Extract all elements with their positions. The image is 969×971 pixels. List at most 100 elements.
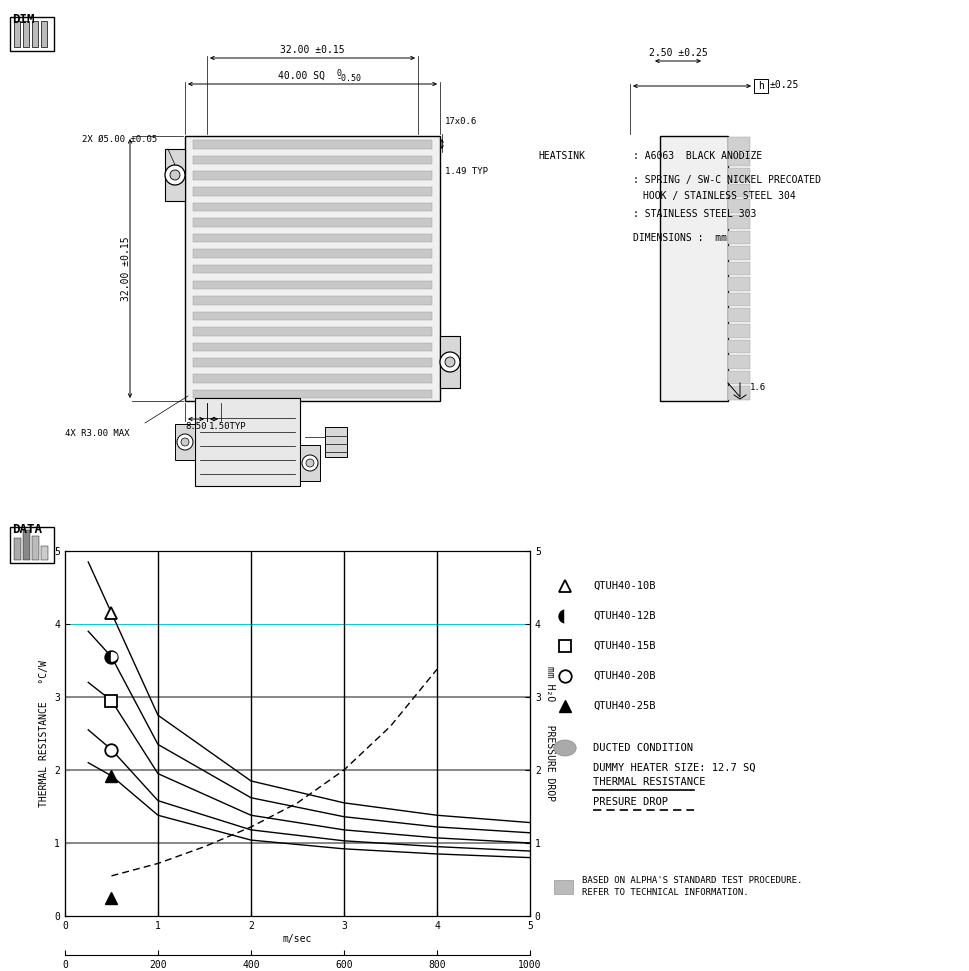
Text: 17x0.6: 17x0.6	[445, 117, 477, 126]
Bar	[23, 21, 29, 47]
Circle shape	[440, 352, 459, 372]
Bar	[728, 340, 749, 353]
Circle shape	[445, 357, 454, 367]
Bar	[325, 427, 347, 457]
Bar	[193, 218, 431, 226]
Text: -0.50: -0.50	[336, 74, 361, 83]
Bar	[193, 265, 431, 274]
Text: QTUH40-15B: QTUH40-15B	[592, 641, 655, 651]
Text: QTUH40-25B: QTUH40-25B	[592, 701, 655, 711]
Bar	[193, 281, 431, 289]
Bar	[728, 278, 749, 291]
Bar	[193, 327, 431, 336]
Bar	[195, 398, 299, 486]
Text: : SPRING / SW-C NICKEL PRECOATED: : SPRING / SW-C NICKEL PRECOATED	[633, 175, 820, 185]
Text: 4X R3.00 MAX: 4X R3.00 MAX	[65, 429, 130, 438]
Text: DUCTED CONDITION: DUCTED CONDITION	[592, 743, 692, 753]
Polygon shape	[564, 609, 575, 623]
Circle shape	[165, 165, 185, 185]
Y-axis label: mm H₂O    PRESSURE DROP: mm H₂O PRESSURE DROP	[544, 666, 554, 801]
Bar	[728, 309, 749, 322]
Bar	[553, 880, 573, 894]
Text: DIM: DIM	[12, 13, 35, 26]
Bar	[193, 358, 431, 367]
Bar	[193, 250, 431, 258]
Text: 1.49 TYP: 1.49 TYP	[445, 166, 487, 176]
Bar	[14, 538, 21, 560]
Text: DIMENSIONS :  mm: DIMENSIONS : mm	[633, 233, 726, 243]
Y-axis label: THERMAL RESISTANCE   °C/W: THERMAL RESISTANCE °C/W	[39, 660, 48, 807]
Bar	[193, 172, 431, 180]
Bar	[728, 371, 749, 385]
Circle shape	[176, 434, 193, 450]
Bar	[32, 21, 38, 47]
Text: 1.50TYP: 1.50TYP	[209, 422, 246, 431]
Text: QTUH40-20B: QTUH40-20B	[592, 671, 655, 681]
Text: 0: 0	[336, 69, 342, 78]
Bar	[659, 136, 728, 401]
Text: QTUH40-12B: QTUH40-12B	[592, 611, 655, 621]
Bar	[728, 137, 749, 151]
Text: 1.6: 1.6	[749, 383, 766, 391]
Bar	[14, 21, 20, 47]
Bar	[23, 530, 30, 560]
Bar	[193, 389, 431, 398]
Bar	[193, 296, 431, 305]
Text: 8.50: 8.50	[185, 422, 206, 431]
Bar	[174, 424, 195, 460]
Bar	[728, 293, 749, 307]
Polygon shape	[111, 653, 117, 661]
Bar	[728, 262, 749, 276]
Text: THERMAL RESISTANCE: THERMAL RESISTANCE	[592, 777, 704, 787]
Bar	[728, 215, 749, 228]
Text: PRESURE DROP: PRESURE DROP	[592, 797, 668, 807]
Bar	[728, 152, 749, 166]
Bar	[299, 445, 320, 481]
Bar	[193, 374, 431, 383]
Bar	[193, 234, 431, 243]
Circle shape	[553, 740, 576, 756]
Bar	[41, 546, 47, 560]
Bar	[193, 187, 431, 195]
Text: REFER TO TECHNICAL INFORMATION.: REFER TO TECHNICAL INFORMATION.	[581, 887, 748, 896]
Bar	[728, 386, 749, 400]
Text: 2.50 ±0.25: 2.50 ±0.25	[648, 48, 706, 58]
Text: BASED ON ALPHA'S STANDARD TEST PROCEDURE.: BASED ON ALPHA'S STANDARD TEST PROCEDURE…	[581, 876, 801, 885]
Text: ±0.25: ±0.25	[769, 80, 798, 90]
Bar	[10, 17, 54, 51]
Bar	[32, 536, 39, 560]
Bar	[728, 324, 749, 338]
Text: h: h	[758, 81, 764, 91]
Text: DUMMY HEATER SIZE: 12.7 SQ: DUMMY HEATER SIZE: 12.7 SQ	[592, 763, 755, 773]
Bar	[41, 21, 47, 47]
Text: HOOK / STAINLESS STEEL 304: HOOK / STAINLESS STEEL 304	[642, 191, 795, 201]
Circle shape	[301, 455, 318, 471]
Text: QTUH40-10B: QTUH40-10B	[592, 581, 655, 591]
Bar	[728, 184, 749, 197]
Bar	[753, 79, 767, 93]
Bar	[728, 246, 749, 259]
Text: : A6063  BLACK ANODIZE: : A6063 BLACK ANODIZE	[633, 151, 762, 161]
Bar	[193, 343, 431, 352]
Circle shape	[170, 170, 180, 180]
Circle shape	[181, 438, 189, 446]
Bar	[440, 336, 459, 388]
Bar	[193, 312, 431, 320]
X-axis label: m/sec: m/sec	[283, 934, 312, 944]
Text: 40.00 SQ: 40.00 SQ	[278, 71, 326, 81]
Bar	[185, 136, 440, 401]
Bar	[10, 527, 54, 563]
Text: DATA: DATA	[12, 523, 42, 536]
Bar	[165, 149, 185, 201]
Bar	[193, 140, 431, 149]
Bar	[728, 355, 749, 369]
Bar	[193, 203, 431, 211]
Text: HEATSINK: HEATSINK	[538, 151, 584, 161]
Circle shape	[305, 459, 314, 467]
Bar	[728, 230, 749, 244]
Text: 32.00 ±0.15: 32.00 ±0.15	[279, 45, 344, 55]
Text: 32.00 ±0.15: 32.00 ±0.15	[121, 237, 131, 301]
Text: 2X Ø5.00 ±0.05: 2X Ø5.00 ±0.05	[82, 135, 157, 144]
Bar	[193, 155, 431, 164]
Bar	[728, 199, 749, 213]
